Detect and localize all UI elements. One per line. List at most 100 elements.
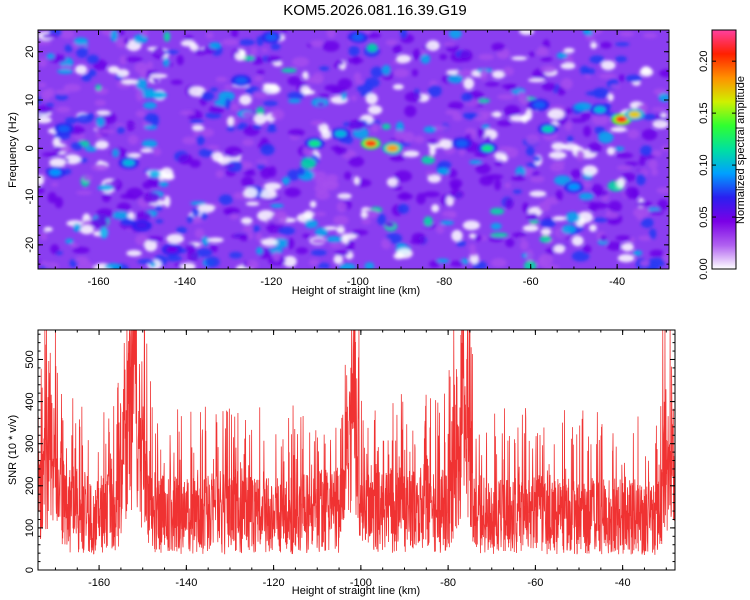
heatmap-blob	[281, 176, 290, 186]
heatmap-blob	[431, 204, 440, 213]
heatmap-blob	[607, 93, 614, 102]
heatmap-blob	[649, 228, 657, 240]
heatmap-blob	[188, 86, 206, 97]
heatmap-blob	[370, 66, 384, 78]
heatmap-blob	[283, 255, 297, 268]
heatmap-blob	[127, 134, 139, 145]
heatmap-blob	[163, 57, 170, 68]
heatmap-blob	[396, 243, 407, 248]
heatmap-blob	[51, 182, 59, 187]
heatmap-blob	[277, 226, 295, 235]
heatmap-blob	[246, 232, 254, 240]
heatmap-blob	[484, 82, 500, 87]
heatmap-blob	[614, 146, 625, 152]
heatmap-blob	[497, 94, 516, 100]
y-tick-label: 20	[24, 46, 36, 58]
heatmap-blob	[99, 129, 115, 134]
heatmap-blob	[606, 241, 622, 251]
heatmap-blob	[252, 225, 260, 233]
heatmap-blob	[308, 259, 320, 266]
heatmap-blob	[187, 251, 200, 262]
y-tick-label: 100	[24, 519, 36, 537]
heatmap-blob	[254, 75, 264, 82]
heatmap-blob	[660, 112, 668, 118]
heatmap-blob	[140, 148, 153, 153]
heatmap-blob	[57, 68, 74, 74]
heatmap-blob	[123, 38, 130, 45]
heatmap-blob	[448, 30, 462, 39]
snr-series-line	[38, 330, 675, 555]
heatmap-blob	[490, 222, 502, 230]
heatmap-blob	[177, 154, 193, 165]
heatmap-blob	[468, 243, 476, 252]
y-tick-label: 500	[24, 350, 36, 368]
heatmap-blob	[142, 192, 161, 204]
heatmap-blob	[440, 220, 454, 225]
heatmap-blob	[302, 233, 311, 239]
heatmap-blob	[615, 55, 627, 63]
heatmap-blob	[570, 169, 582, 179]
heatmap-blob	[538, 201, 551, 212]
heatmap-blob	[461, 92, 473, 103]
heatmap-blob	[381, 123, 391, 130]
heatmap-blob	[206, 145, 220, 150]
heatmap-blob	[366, 43, 378, 52]
heatmap-frame	[37, 29, 670, 270]
heatmap-blob	[336, 201, 347, 213]
heatmap-blob	[126, 120, 135, 131]
heatmap-blob	[73, 223, 82, 232]
heatmap-blob	[614, 42, 630, 47]
y-tick-label: -10	[24, 189, 36, 205]
heatmap-blob	[526, 146, 535, 156]
heatmap-blob	[540, 228, 552, 236]
heatmap-hotspot-core	[541, 125, 554, 133]
heatmap-blob	[126, 249, 142, 257]
heatmap-blob	[412, 48, 422, 60]
heatmap-hotspot-core	[165, 246, 178, 254]
heatmap-blob	[75, 64, 88, 75]
heatmap-blob	[588, 202, 599, 212]
heatmap-blob	[46, 53, 55, 60]
heatmap-blob	[642, 32, 658, 39]
colorbar-tick-label: 0.00	[698, 258, 710, 279]
heatmap-blob	[121, 79, 138, 85]
heatmap-blob	[99, 226, 109, 239]
heatmap-blob	[166, 233, 185, 244]
heatmap-blob	[194, 228, 205, 239]
heatmap-blob	[253, 113, 267, 125]
heatmap-blob	[231, 30, 239, 38]
heatmap-blob	[330, 86, 347, 95]
heatmap-hotspot-core	[455, 139, 468, 147]
heatmap-blob	[116, 126, 125, 134]
heatmap-blob	[218, 194, 233, 205]
heatmap-blob	[309, 200, 317, 208]
heatmap-blob	[642, 113, 657, 121]
y-tick-label: 0	[24, 567, 36, 573]
heatmap-blob	[91, 217, 108, 229]
heatmap-blob	[180, 262, 196, 269]
heatmap-blob	[404, 105, 417, 118]
heatmap-blob	[287, 169, 300, 181]
heatmap-blob	[223, 209, 234, 214]
heatmap-blob	[191, 208, 200, 218]
heatmap-blob	[73, 37, 88, 45]
heatmap-blob	[557, 86, 566, 96]
heatmap-hotspot-core	[615, 115, 628, 123]
heatmap-blob	[353, 176, 360, 186]
heatmap-blob	[45, 88, 55, 98]
heatmap-blob	[352, 55, 360, 65]
heatmap-blob	[319, 66, 330, 71]
heatmap-blob	[210, 87, 219, 92]
heatmap-x-ticks: -160 -140 -120 -100 -80 -60 -40	[54, 30, 661, 288]
heatmap-blob	[270, 109, 285, 120]
heatmap-blob	[260, 143, 275, 156]
heatmap-blob	[303, 210, 314, 219]
heatmap-blob	[183, 35, 194, 41]
heatmap-blob	[182, 136, 198, 145]
heatmap-blob	[258, 189, 277, 199]
x-tick-label: -80	[440, 577, 456, 589]
heatmap-blob	[196, 248, 213, 257]
heatmap-blob	[537, 256, 547, 268]
heatmap-blob	[520, 240, 529, 251]
heatmap-blob	[287, 76, 301, 86]
